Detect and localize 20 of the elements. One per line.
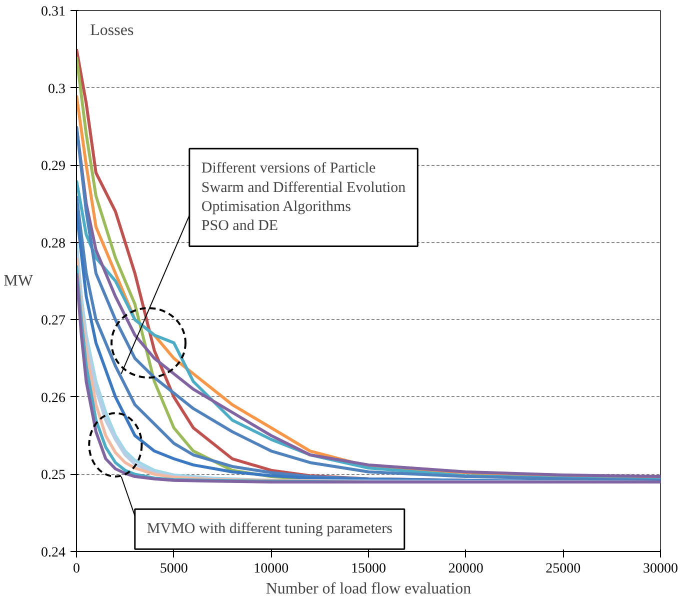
- x-tick-label: 15000: [351, 562, 386, 576]
- y-axis-title: MW: [4, 272, 34, 290]
- annotation: MVMO with different tuning parameters: [146, 521, 393, 538]
- y-tick-label: 0.24: [41, 546, 66, 560]
- y-tick-label: 0.31: [41, 4, 66, 20]
- x-axis-title: Number of load flow evaluation: [266, 580, 472, 598]
- x-tick-label: 25000: [546, 562, 581, 576]
- x-tick-label: 20000: [448, 562, 484, 576]
- annotation: Different versions of Particle Swarm and Differential Evolution Optimisation Algorithms PSO and DE: [201, 160, 406, 234]
- x-tick-label: 0: [73, 562, 80, 576]
- x-tick-label: 30000: [643, 562, 678, 576]
- y-tick-label: 0.25: [41, 468, 66, 484]
- y-tick-label: 0.29: [41, 159, 66, 174]
- y-tick-label: 0.28: [41, 236, 66, 252]
- y-tick-label: 0.26: [41, 390, 66, 406]
- x-tick-label: 10000: [254, 562, 289, 576]
- y-tick-label: 0.3: [48, 82, 66, 97]
- text: Losses: [90, 22, 134, 40]
- y-tick-label: 0.27: [41, 314, 66, 329]
- x-tick-label: 5000: [160, 562, 188, 576]
